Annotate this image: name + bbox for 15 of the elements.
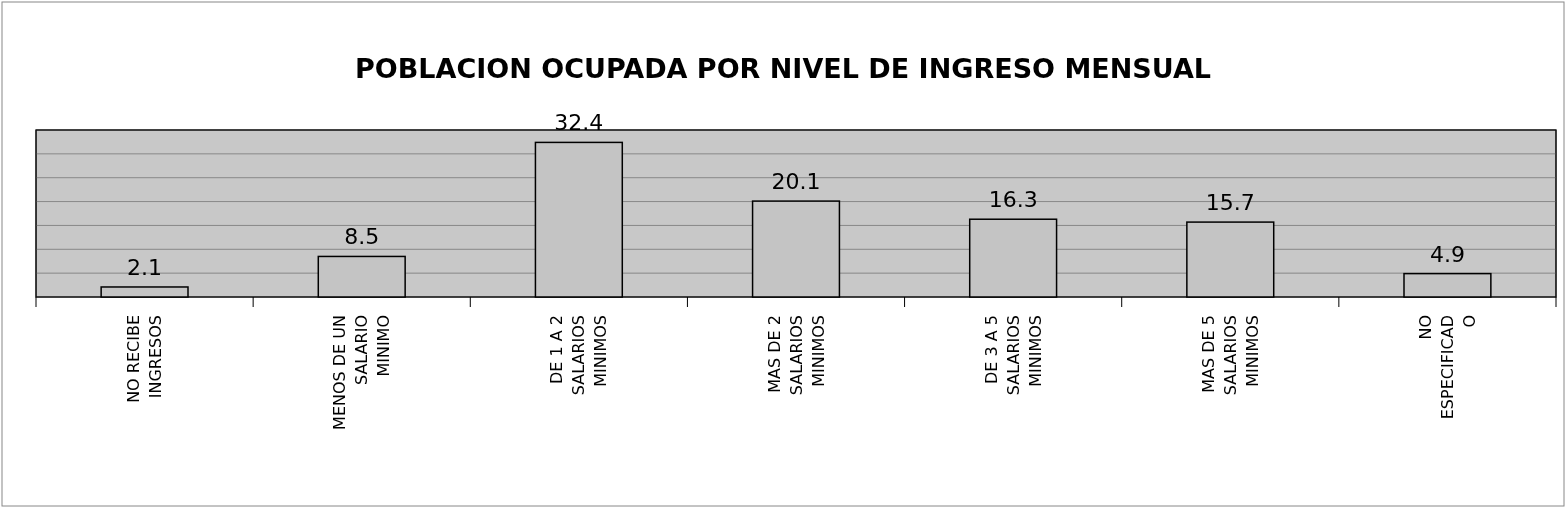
x-tick-label: NO RECIBE INGRESOS (124, 315, 166, 403)
x-tick-label: MENOS DE UN SALARIO MINIMO (330, 315, 394, 430)
data-label: 4.9 (1429, 241, 1465, 267)
data-label: 32.4 (554, 110, 604, 136)
data-label: 16.3 (988, 187, 1038, 213)
chart-title: POBLACION OCUPADA POR NIVEL DE INGRESO MENSUAL (355, 53, 1211, 84)
x-tick-label: NO ESPECIFICAD O (1416, 315, 1480, 420)
data-label: 20.1 (771, 169, 821, 195)
data-label: 15.7 (1205, 190, 1255, 216)
x-tick-label: MAS DE 5 SALARIOS MINIMOS (1198, 315, 1262, 396)
data-label: 2.1 (127, 254, 163, 280)
x-tick-label: MAS DE 2 SALARIOS MINIMOS (764, 315, 828, 396)
x-tick-label: DE 3 A 5 SALARIOS MINIMOS (981, 315, 1045, 396)
x-tick-label: DE 1 A 2 SALARIOS MINIMOS (547, 315, 611, 396)
data-label: 8.5 (344, 224, 380, 250)
